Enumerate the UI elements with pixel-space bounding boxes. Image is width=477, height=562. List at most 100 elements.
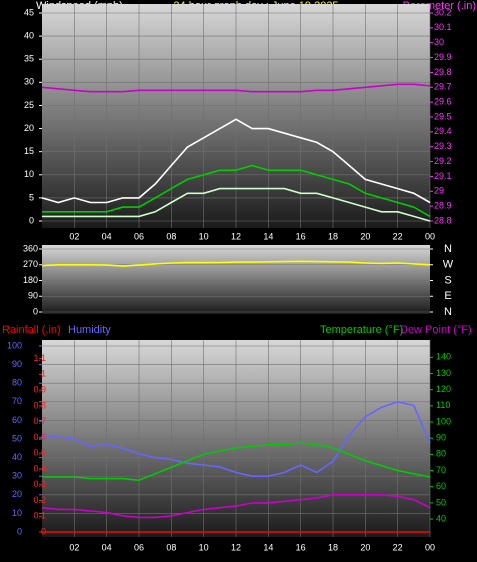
y2-tick-label: W bbox=[443, 259, 454, 271]
y-tick-label: 15 bbox=[24, 146, 34, 156]
y3-tick-label: 0.4 bbox=[33, 463, 46, 473]
y-tick-label: 10 bbox=[12, 508, 22, 518]
legend-label: Humidity bbox=[68, 324, 111, 336]
x-tick-label: 12 bbox=[231, 542, 241, 552]
y-tick-label: 30 bbox=[24, 77, 34, 87]
x-tick-label: 04 bbox=[102, 542, 112, 552]
y2-tick-label: 40 bbox=[436, 513, 446, 523]
y2-tick-label: 70 bbox=[436, 465, 446, 475]
y-tick-label: 0 bbox=[17, 526, 22, 536]
y2-tick-label: 120 bbox=[436, 384, 451, 394]
legend-label: Rainfall (.in) bbox=[2, 324, 61, 336]
y2-tick-label: 29 bbox=[434, 186, 444, 196]
y2-tick-label: 29.9 bbox=[434, 52, 452, 62]
x-tick-label: 00 bbox=[425, 231, 435, 241]
x-tick-label: 12 bbox=[231, 231, 241, 241]
x-tick-label: 16 bbox=[296, 231, 306, 241]
y3-tick-label: 0.1 bbox=[33, 511, 46, 521]
x-tick-label: 10 bbox=[199, 231, 209, 241]
y-tick-label: 90 bbox=[28, 291, 38, 301]
y-tick-label: 270 bbox=[23, 259, 38, 269]
y3-tick-label: 0.2 bbox=[33, 495, 46, 505]
x-tick-label: 08 bbox=[166, 542, 176, 552]
y-tick-label: 0 bbox=[33, 306, 38, 316]
x-tick-label: 16 bbox=[296, 542, 306, 552]
y2-axis-title: Barometer (.in) bbox=[403, 0, 476, 12]
y2-tick-label: 29.4 bbox=[434, 126, 452, 136]
y-tick-label: 360 bbox=[23, 243, 38, 253]
series-line bbox=[42, 187, 431, 222]
y2-tick-label: 29.2 bbox=[434, 156, 452, 166]
y2-tick-label: N bbox=[444, 243, 452, 255]
x-tick-label: 06 bbox=[134, 542, 144, 552]
y2-tick-label: 28.9 bbox=[434, 201, 452, 211]
y2-tick-label: 29.7 bbox=[434, 82, 452, 92]
x-tick-label: 22 bbox=[393, 231, 403, 241]
y2-tick-label: 29.1 bbox=[434, 171, 452, 181]
y2-tick-label: E bbox=[444, 290, 451, 302]
y-tick-label: 40 bbox=[12, 452, 22, 462]
y-tick-label: 50 bbox=[12, 433, 22, 443]
y2-tick-label: 80 bbox=[436, 449, 446, 459]
y2-tick-label: S bbox=[444, 274, 451, 286]
y2-tick-label: 60 bbox=[436, 481, 446, 491]
y-tick-label: 20 bbox=[24, 123, 34, 133]
x-tick-label: 20 bbox=[360, 231, 370, 241]
legend-label: Temperature (°F) bbox=[320, 324, 403, 336]
x-tick-label: 14 bbox=[263, 542, 273, 552]
y2-tick-label: 29.5 bbox=[434, 111, 452, 121]
series-line bbox=[42, 442, 431, 482]
legend-label: Dew Point (°F) bbox=[400, 324, 472, 336]
y3-tick-label: 0.8 bbox=[33, 400, 46, 410]
y2-tick-label: 29.6 bbox=[434, 97, 452, 107]
series-line bbox=[41, 400, 431, 478]
y-tick-label: 100 bbox=[7, 340, 22, 350]
x-tick-label: 20 bbox=[360, 542, 370, 552]
x-tick-label: 18 bbox=[328, 542, 338, 552]
y-tick-label: 40 bbox=[24, 30, 34, 40]
y2-tick-label: 28.8 bbox=[434, 215, 452, 225]
series-line bbox=[41, 118, 431, 204]
y2-tick-label: 30.1 bbox=[434, 22, 452, 32]
series-line bbox=[42, 164, 431, 218]
y2-tick-label: 140 bbox=[436, 352, 451, 362]
y-tick-label: 5 bbox=[29, 192, 34, 202]
series-line bbox=[41, 83, 431, 93]
y2-tick-label: 110 bbox=[436, 400, 450, 410]
x-tick-label: 14 bbox=[263, 231, 273, 241]
x-tick-label: 22 bbox=[393, 542, 403, 552]
x-tick-label: 02 bbox=[69, 542, 79, 552]
y2-tick-label: 29.8 bbox=[434, 67, 452, 77]
series-line bbox=[41, 260, 431, 267]
plot-area bbox=[42, 245, 430, 314]
y3-tick-label: 0.7 bbox=[33, 416, 46, 426]
y3-tick-label: 1.1 bbox=[33, 353, 46, 363]
x-tick-label: 08 bbox=[166, 231, 176, 241]
y-tick-label: 60 bbox=[12, 415, 22, 425]
y2-tick-label: 30 bbox=[434, 37, 444, 47]
y-tick-label: 180 bbox=[23, 275, 38, 285]
y2-tick-label: 130 bbox=[436, 368, 451, 378]
y-tick-label: 35 bbox=[24, 54, 34, 64]
y2-tick-label: 90 bbox=[436, 433, 446, 443]
y2-tick-label: N bbox=[444, 306, 452, 318]
y2-tick-label: 100 bbox=[436, 416, 451, 426]
y-tick-label: 70 bbox=[12, 396, 22, 406]
y3-tick-label: 0.5 bbox=[33, 448, 46, 458]
y-tick-label: 30 bbox=[12, 471, 22, 481]
y3-tick-label: 0.3 bbox=[33, 479, 46, 489]
x-tick-label: 00 bbox=[425, 542, 435, 552]
y-tick-label: 20 bbox=[12, 489, 22, 499]
y-tick-label: 80 bbox=[12, 378, 22, 388]
y-tick-label: 25 bbox=[24, 100, 34, 110]
y3-tick-label: 1 bbox=[41, 369, 46, 379]
y2-tick-label: 50 bbox=[436, 497, 446, 507]
y-tick-label: 45 bbox=[24, 7, 34, 17]
series-line bbox=[41, 493, 431, 519]
x-tick-label: 10 bbox=[199, 542, 209, 552]
x-tick-label: 02 bbox=[69, 231, 79, 241]
y-tick-label: 0 bbox=[29, 215, 34, 225]
y-tick-label: 10 bbox=[24, 169, 34, 179]
x-tick-label: 18 bbox=[328, 231, 338, 241]
